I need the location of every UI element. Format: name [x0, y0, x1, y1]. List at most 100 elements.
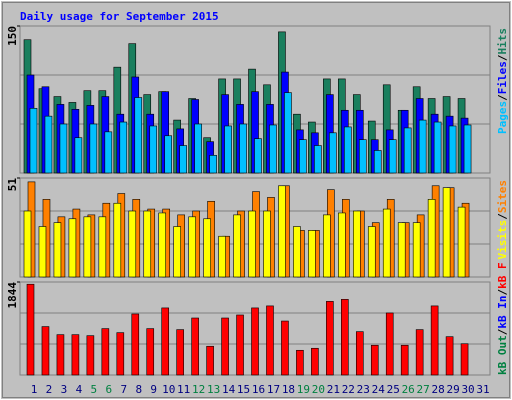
x-tick-label: 3 [61, 383, 68, 396]
x-tick-label: 16 [252, 383, 265, 396]
bar [104, 131, 113, 174]
bar [44, 115, 53, 174]
chart-title: Daily usage for September 2015 [20, 10, 219, 23]
bar [29, 108, 38, 174]
bar [457, 206, 466, 278]
bar [430, 305, 439, 376]
x-tick-label: 4 [76, 383, 83, 396]
x-tick-label: 29 [446, 383, 459, 396]
x-tick-label: 6 [106, 383, 113, 396]
bar [314, 145, 322, 174]
x-tick-label: 14 [222, 383, 236, 396]
bar [158, 212, 167, 278]
x-tick-label: 26 [402, 383, 415, 396]
bar [323, 214, 331, 278]
x-tick-label: 10 [162, 383, 175, 396]
x-tick-label: 5 [91, 383, 98, 396]
bar [89, 123, 98, 174]
bar [23, 210, 32, 278]
bar [344, 126, 352, 174]
y-tick-label: 1844 [6, 282, 19, 309]
bar [86, 335, 95, 376]
bar [373, 150, 382, 174]
legend-entry: Sites [496, 180, 509, 213]
bar [146, 328, 155, 376]
bar [341, 299, 349, 376]
bar [218, 235, 226, 278]
x-tick-label: 1 [31, 383, 38, 396]
legend-separator: / [496, 94, 509, 101]
y-tick-label: 51 [6, 178, 19, 192]
legend-separator: / [496, 328, 509, 335]
bar [176, 329, 184, 376]
bar [329, 132, 337, 174]
bar [326, 301, 334, 376]
bar [59, 123, 68, 174]
y-tick-label: 150 [6, 26, 19, 46]
bar [293, 226, 301, 278]
bar [278, 185, 286, 278]
bar [367, 226, 376, 278]
bar [38, 226, 47, 278]
bar [173, 226, 181, 278]
bar [131, 313, 140, 376]
bar [164, 135, 173, 174]
x-tick-label: 12 [192, 383, 205, 396]
bar [418, 119, 427, 174]
bar [221, 317, 229, 376]
bar [338, 212, 346, 278]
bar [224, 125, 232, 174]
bar [385, 312, 394, 376]
legend-entry: kB In [496, 296, 509, 329]
bar [26, 283, 35, 376]
legend: Pages/Files/Hits [496, 28, 509, 134]
bar [188, 216, 196, 278]
x-tick-label: 8 [135, 383, 142, 396]
bar [427, 199, 436, 278]
bar [53, 222, 62, 278]
bar [308, 230, 316, 278]
bar [463, 124, 472, 174]
bar [161, 307, 170, 376]
bar [113, 202, 122, 278]
legend-entry: Visits [496, 220, 509, 260]
bar [179, 145, 187, 174]
bar [412, 222, 421, 278]
bar [101, 328, 110, 376]
x-tick-label: 9 [150, 383, 157, 396]
x-tick-label: 20 [312, 383, 325, 396]
bar [448, 125, 457, 174]
bar [236, 314, 244, 376]
legend-entry: Pages [496, 101, 509, 134]
legend-separator: / [496, 289, 509, 296]
bar [352, 210, 361, 278]
bar [248, 210, 256, 278]
bar [41, 326, 50, 376]
bar [445, 336, 454, 376]
bar [254, 138, 262, 174]
bar [134, 97, 143, 174]
legend: Visits/Sites [496, 180, 509, 260]
bar [460, 343, 469, 376]
legend-entry: kB Out [496, 335, 509, 375]
x-tick-label: 24 [372, 383, 386, 396]
x-tick-label: 11 [177, 383, 190, 396]
legend-entry: Hits [496, 28, 509, 55]
bar [68, 218, 77, 278]
bar [403, 127, 412, 174]
bar [355, 331, 364, 376]
bar [98, 216, 107, 278]
bar [56, 334, 65, 376]
bar [269, 124, 277, 174]
x-tick-label: 13 [207, 383, 220, 396]
bar [296, 349, 304, 376]
bar [143, 210, 152, 278]
bar [311, 347, 319, 376]
bar [128, 210, 137, 278]
bar [71, 334, 80, 376]
bar [116, 332, 125, 376]
bar [191, 317, 199, 376]
legend-separator: / [496, 213, 509, 220]
bar [149, 125, 158, 174]
